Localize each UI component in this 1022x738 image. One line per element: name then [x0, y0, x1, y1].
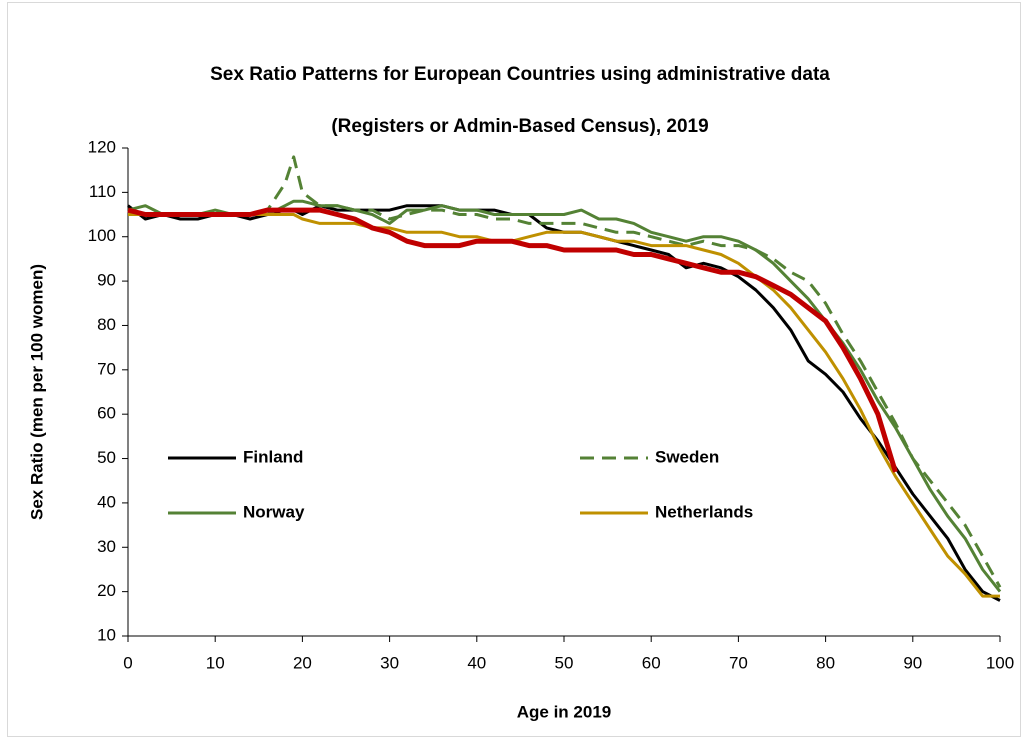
x-tick-label: 90	[903, 653, 922, 672]
y-tick-label: 120	[88, 137, 116, 156]
legend-label: Norway	[243, 502, 305, 521]
x-tick-label: 60	[642, 653, 661, 672]
y-axis-label: Sex Ratio (men per 100 women)	[27, 264, 46, 520]
x-tick-label: 20	[293, 653, 312, 672]
chart-frame	[7, 2, 1021, 737]
y-tick-label: 10	[97, 625, 116, 644]
x-tick-label: 50	[555, 653, 574, 672]
data-line	[127, 155, 1002, 588]
legend-label: Finland	[243, 447, 303, 466]
x-tick-label: 30	[380, 653, 399, 672]
x-tick-label: 0	[123, 653, 132, 672]
chart-title: Sex Ratio Patterns for European Countrie…	[210, 64, 830, 85]
x-tick-label: 10	[206, 653, 225, 672]
data-line	[127, 207, 898, 473]
y-tick-label: 40	[97, 492, 116, 511]
y-tick-label: 110	[89, 182, 116, 201]
y-tick-label: 30	[97, 537, 116, 556]
y-tick-label: 100	[88, 226, 116, 245]
data-line	[128, 213, 1000, 598]
legend-label: Sweden	[655, 447, 719, 466]
y-tick-label: 80	[97, 315, 116, 334]
x-tick-label: 70	[729, 653, 748, 672]
y-tick-label: 50	[97, 448, 116, 467]
x-tick-label: 80	[816, 653, 835, 672]
y-tick-label: 60	[97, 404, 116, 423]
x-tick-label: 100	[986, 653, 1014, 672]
chart-subtitle: (Registers or Admin-Based Census), 2019	[331, 116, 708, 137]
y-tick-label: 70	[97, 359, 116, 378]
legend-label: Netherlands	[655, 502, 753, 521]
y-tick-label: 20	[97, 581, 116, 600]
x-tick-label: 40	[467, 653, 486, 672]
x-axis-label: Age in 2019	[517, 702, 612, 721]
y-tick-label: 90	[97, 271, 116, 290]
